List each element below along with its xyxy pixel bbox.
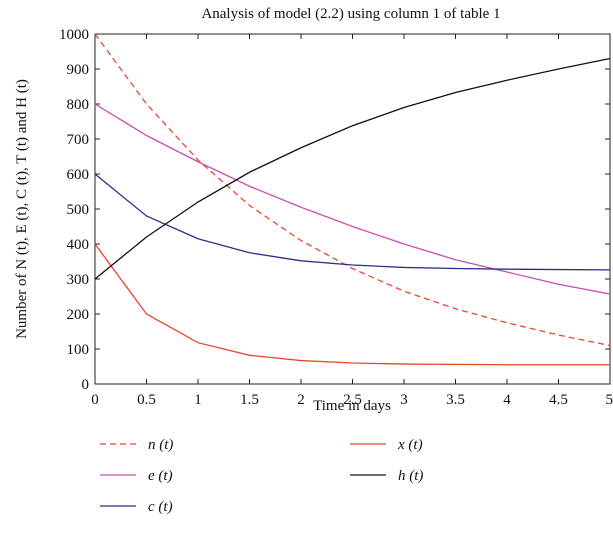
series-line-et: [94, 103, 611, 295]
y-axis-ticks: 0 100 200 300 400 500 600 700 800 900 1000: [59, 27, 610, 393]
series-line-xt: [94, 243, 610, 366]
x-tick-label: 4: [503, 392, 511, 408]
y-tick-label: 300: [67, 272, 90, 288]
y-tick-label: 600: [67, 167, 90, 183]
y-tick-label: 800: [67, 97, 90, 113]
legend-label-ct: c (t): [148, 499, 173, 515]
legend: n (t) e (t) c (t) x (t) h (t): [100, 437, 423, 515]
x-tick-label: 2.5: [343, 392, 362, 408]
x-tick-label: 1: [194, 392, 202, 408]
series-line-nt: [94, 33, 611, 347]
x-axis-title: Time in days: [313, 398, 391, 414]
y-tick-label: 500: [67, 202, 90, 218]
chart-title: Analysis of model (2.2) using column 1 o…: [201, 6, 500, 22]
x-tick-label: 3.5: [446, 392, 465, 408]
plot-frame: [94, 33, 611, 385]
x-tick-label: 0.5: [137, 392, 156, 408]
y-tick-label: 200: [67, 307, 90, 323]
x-tick-label: 3: [400, 392, 408, 408]
x-axis-ticks: 0 0.5 1 1.5 2 2.5 3 3.5 4 4.5 5: [91, 34, 613, 408]
series-line-ht: [94, 57, 611, 280]
legend-label-et: e (t): [148, 468, 173, 484]
legend-label-ht: h (t): [398, 468, 423, 484]
x-tick-label: 5: [606, 392, 613, 408]
x-tick-label: 0: [91, 392, 99, 408]
series-layer: [94, 33, 611, 366]
y-tick-label: 100: [67, 342, 90, 358]
legend-label-xt: x (t): [397, 437, 423, 453]
x-tick-label: 1.5: [240, 392, 259, 408]
legend-label-nt: n (t): [148, 437, 173, 453]
plot-border: [94, 33, 611, 385]
series-line-ct: [94, 173, 611, 271]
y-axis-title: Number of N (t), E (t), C (t), T (t) and…: [14, 79, 30, 339]
y-tick-label: 400: [67, 237, 90, 253]
y-tick-label: 900: [67, 62, 90, 78]
x-tick-label: 4.5: [549, 392, 568, 408]
y-tick-label: 700: [67, 132, 90, 148]
y-tick-label: 1000: [59, 27, 89, 43]
x-tick-label: 2: [297, 392, 305, 408]
y-tick-label: 0: [82, 377, 90, 393]
